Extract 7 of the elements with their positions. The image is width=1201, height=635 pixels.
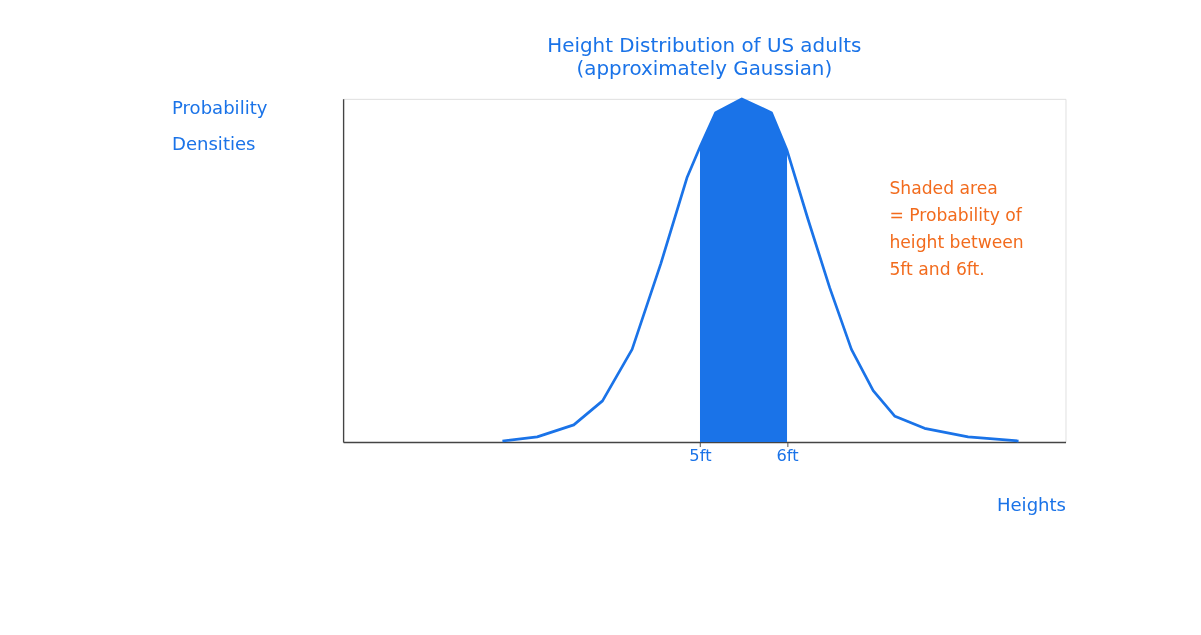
chart-subtitle: (approximately Gaussian) — [576, 56, 833, 80]
x-tick-label: 6ft — [776, 446, 799, 466]
y-axis-title: Probability Densities — [172, 96, 268, 154]
chart-title: Height Distribution of US adults — [547, 34, 862, 58]
x-tick-label: 5ft — [689, 446, 712, 466]
x-axis-title: Heights — [996, 494, 1066, 516]
annotation: Shaded area = Probability of height between 5ft and 6ft. — [889, 177, 1024, 279]
